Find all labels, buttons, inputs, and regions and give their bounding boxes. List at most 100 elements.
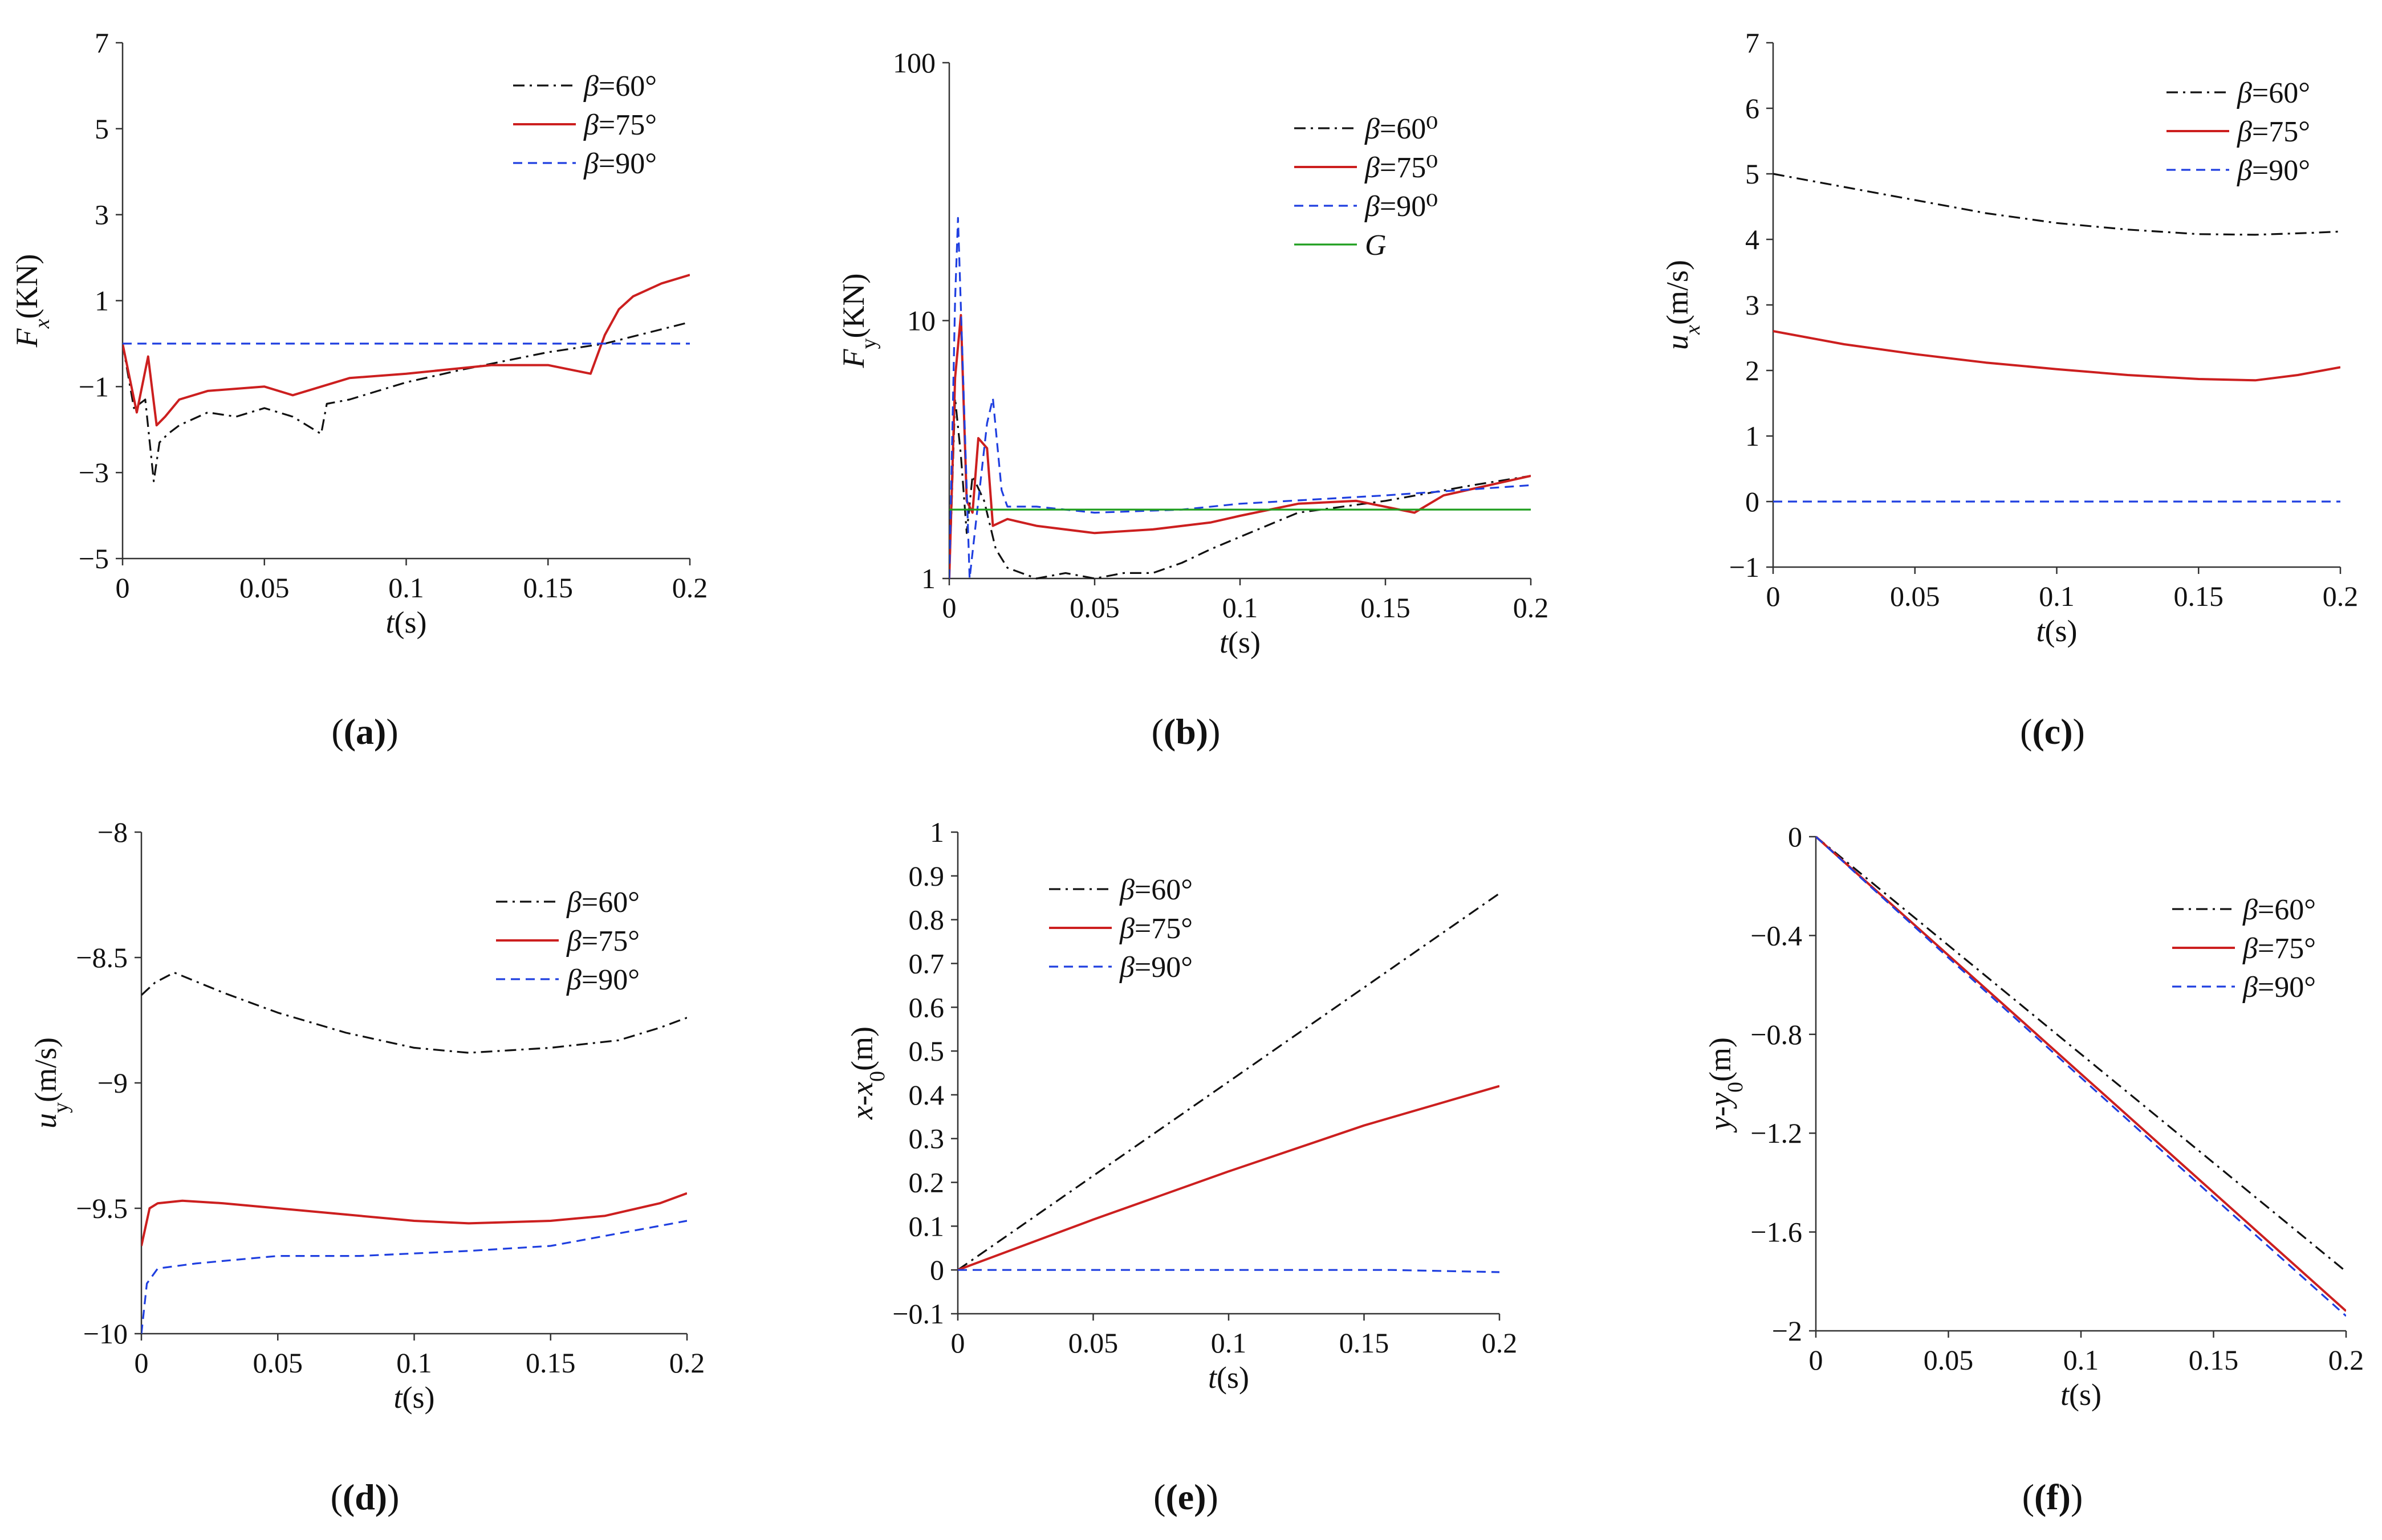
legend-label-beta60: β=60° <box>2237 77 2310 109</box>
panel-a: 7 5 3 1 −1 −3 −50 0.05 0.1 0.15 0.2 t(s) Fx(KN) β=60°… <box>10 27 708 752</box>
panel-b: 100 10 10 0.05 0.1 0.15 0.2 t(s) Fy(KN) β=60⁰ β=75… <box>836 47 1548 752</box>
plot-b: 100 10 10 0.05 0.1 0.15 0.2 t(s) Fy(KN) β=60⁰ β=75… <box>836 47 1548 659</box>
x-tick-label: 0.15 <box>523 572 574 604</box>
x-tick-label: 0.1 <box>396 1347 432 1379</box>
y-tick-label: −1 <box>1729 551 1759 583</box>
y-tick-label: 7 <box>95 27 109 59</box>
panel-f: 0−0.4−0.8−1.2−1.6−20 0.05 0.1 0.15 0.2t(s)y-… <box>1703 821 2364 1517</box>
x-axis-label: t(s) <box>386 605 427 639</box>
legend-label-beta75: β=75° <box>583 109 657 141</box>
series-line-beta75 <box>1773 330 2340 382</box>
subplot-letter-f: (f) <box>2034 1477 2071 1517</box>
x-tick-label: 0.05 <box>1890 580 1940 612</box>
x-tick-label: 0.2 <box>672 572 708 604</box>
y-tick-label: −0.8 <box>1750 1018 1802 1050</box>
x-tick-label: 0.05 <box>239 572 290 604</box>
legend-label-beta75: β=75° <box>566 925 640 958</box>
y-tick-label: 0.3 <box>909 1123 945 1155</box>
y-tick-label: −10 <box>83 1318 128 1350</box>
subplot-letter-d: (d) <box>343 1477 387 1517</box>
x-tick-label: 0.15 <box>1360 592 1410 624</box>
series-line-beta75 <box>141 1192 687 1246</box>
subplot-label-f: ((f)) <box>2022 1477 2083 1517</box>
y-tick-label: 5 <box>1745 158 1759 190</box>
x-tick-label: 0.1 <box>2063 1344 2099 1376</box>
plot-d: −8 −8.5 −9 −9.5 −100 0.05 0.1 0.15 0.2 t(s) uy(m/s… <box>29 816 705 1415</box>
y-axis-label: x-x0(m) <box>845 1026 889 1120</box>
series-line-beta90 <box>1816 836 2346 1317</box>
subplot-letter-b: (b) <box>1164 711 1208 752</box>
series-line-beta60 <box>1816 836 2346 1273</box>
x-tick-label: 0.2 <box>1482 1327 1518 1359</box>
y-tick-label: 5 <box>95 113 109 145</box>
x-tick-label: 0.1 <box>1211 1327 1247 1359</box>
y-tick-label: −9 <box>97 1067 128 1099</box>
legend-label-beta75: β=75° <box>2237 116 2310 148</box>
subplot-letter-e: (e) <box>1165 1477 1206 1517</box>
subplot-label-c: ((c)) <box>2020 711 2085 752</box>
y-axis-label: Fx(KN) <box>10 254 54 348</box>
x-tick-label: 0.1 <box>388 572 424 604</box>
x-tick-label: 0.15 <box>526 1347 576 1379</box>
x-axis-label: t(s) <box>2037 614 2078 648</box>
y-tick-label: 1 <box>95 285 109 317</box>
legend-label-beta60: β=60° <box>566 886 640 919</box>
y-axis-label: uy(m/s) <box>29 1037 73 1128</box>
x-tick-label: 0.2 <box>2323 580 2359 612</box>
y-tick-label: −2 <box>1772 1315 1802 1347</box>
x-tick-label: 0 <box>135 1347 149 1379</box>
x-axis-label: t(s) <box>2060 1378 2101 1412</box>
y-tick-label: 7 <box>1745 27 1759 59</box>
panel-e: 10.90.80.70.60.50.40.30.20.10−0.10 0.05 0.… <box>845 816 1517 1517</box>
y-axis-label: y-y0(m) <box>1703 1037 1747 1133</box>
plot-e: 10.90.80.70.60.50.40.30.20.10−0.10 0.05 0.… <box>845 816 1517 1395</box>
y-tick-label: −5 <box>79 543 109 575</box>
x-tick-label: 0 <box>116 572 130 604</box>
y-tick-label: 4 <box>1745 223 1759 255</box>
x-tick-label: 0.15 <box>2189 1344 2239 1376</box>
x-tick-label: 0 <box>951 1327 965 1359</box>
x-axis-label: t(s) <box>1208 1360 1249 1395</box>
y-tick-label: 3 <box>1745 289 1759 321</box>
legend-label-beta60: β=60° <box>583 70 657 103</box>
x-tick-label: 0.1 <box>1222 592 1258 624</box>
y-tick-label: 0.4 <box>909 1079 945 1111</box>
legend-label-beta60: β=60° <box>1119 874 1193 906</box>
x-tick-label: 0 <box>1766 580 1781 612</box>
y-tick-label: −0.1 <box>892 1298 944 1330</box>
series-line-beta75 <box>1816 836 2346 1312</box>
y-tick-label: 0 <box>930 1254 944 1286</box>
series-line-beta75 <box>949 313 1531 579</box>
x-tick-label: 0 <box>1809 1344 1823 1376</box>
x-tick-label: 0.05 <box>1068 1327 1119 1359</box>
x-tick-label: 0.2 <box>1513 592 1549 624</box>
y-tick-label: 1 <box>921 563 936 594</box>
legend-label-beta75: β=75° <box>1119 912 1193 945</box>
x-tick-label: 0.05 <box>253 1347 303 1379</box>
x-tick-label: 0.05 <box>1070 592 1120 624</box>
y-axis-label: Fy(KN) <box>836 274 881 369</box>
y-tick-label: 0.9 <box>909 860 945 892</box>
y-tick-label: 1 <box>1745 420 1759 452</box>
series-line-beta90 <box>141 1220 687 1334</box>
y-tick-label: −9.5 <box>76 1192 128 1224</box>
x-tick-label: 0.15 <box>1339 1327 1389 1359</box>
series-line-beta75 <box>123 274 690 427</box>
y-tick-label: −0.4 <box>1750 919 1802 951</box>
plot-a: 7 5 3 1 −1 −3 −50 0.05 0.1 0.15 0.2 t(s) Fx(KN) β=60°… <box>10 27 708 639</box>
y-tick-label: −3 <box>79 457 109 488</box>
y-tick-label: 6 <box>1745 92 1759 124</box>
x-tick-label: 0.1 <box>2039 580 2075 612</box>
series-line-beta60 <box>141 971 687 1054</box>
legend-label-beta90: β=90° <box>583 148 657 180</box>
series-line-beta75 <box>958 1085 1499 1272</box>
y-tick-label: −1 <box>79 370 109 402</box>
y-tick-label: 10 <box>907 305 936 337</box>
y-tick-label: 0.7 <box>909 947 945 979</box>
legend-label-beta90: β=90° <box>566 964 640 996</box>
y-tick-label: 0.1 <box>909 1210 945 1242</box>
subplot-letter-a: (a) <box>344 711 387 752</box>
